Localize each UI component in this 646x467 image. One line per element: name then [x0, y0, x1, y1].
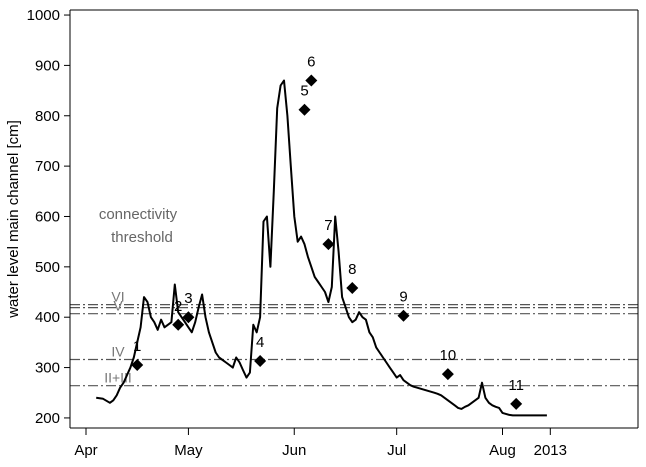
threshold-label-0: VI — [111, 289, 124, 305]
series-layer — [96, 79, 547, 417]
x-tick-label-May: May — [174, 442, 203, 459]
sample-point-7 — [322, 238, 335, 251]
sample-point-11 — [510, 397, 523, 410]
threshold-label-2: V — [113, 298, 123, 314]
sample-label-9: 9 — [399, 289, 407, 306]
y-tick-label-900: 900 — [35, 57, 60, 74]
axes-layer — [69, 9, 639, 429]
connectivity-threshold-label-line-1: connectivity — [99, 206, 178, 223]
sample-point-2 — [172, 318, 185, 331]
sample-label-1: 1 — [133, 338, 141, 355]
x-tick-layer: Apr May Jun Jul Aug 2013 — [74, 428, 567, 459]
y-tick-label-500: 500 — [35, 259, 60, 276]
y-tick-label-800: 800 — [35, 108, 60, 125]
y-tick-label-400: 400 — [35, 309, 60, 326]
sample-label-4: 4 — [256, 334, 264, 351]
y-tick-label-300: 300 — [35, 360, 60, 377]
sample-point-3 — [182, 311, 195, 324]
sample-point-1 — [131, 359, 144, 372]
sample-label-11: 11 — [508, 377, 524, 394]
sample-label-3: 3 — [184, 290, 192, 307]
water-level-series-line-0 — [96, 79, 547, 417]
sample-label-2: 2 — [174, 298, 182, 315]
y-tick-label-200: 200 — [35, 410, 60, 427]
sample-point-10 — [441, 368, 454, 381]
x-tick-label-Aug: Aug — [489, 442, 516, 459]
x-tick-label-2013: 2013 — [534, 442, 567, 459]
sample-label-6: 6 — [307, 54, 315, 71]
x-tick-label-Jun: Jun — [282, 442, 306, 459]
sample-label-7: 7 — [324, 217, 332, 234]
sample-label-10: 10 — [440, 347, 457, 364]
y-tick-label-700: 700 — [35, 158, 60, 175]
x-tick-label-Jul: Jul — [387, 442, 406, 459]
sample-point-4 — [254, 355, 267, 368]
y-tick-label-1000: 1000 — [27, 7, 60, 24]
sample-label-5: 5 — [300, 83, 308, 100]
y-tick-label-600: 600 — [35, 208, 60, 225]
threshold-label-3: IV — [111, 344, 125, 360]
x-tick-label-Apr: Apr — [74, 442, 97, 459]
sample-point-6 — [305, 74, 318, 87]
sample-point-8 — [346, 281, 359, 294]
sample-label-8: 8 — [348, 261, 356, 278]
y-tick-layer: 200 300 400 500 600 700 800 900 1000 — [27, 7, 70, 427]
sample-point-9 — [397, 309, 410, 322]
y-axis-title: water level main channel [cm] — [5, 120, 22, 319]
sample-point-5 — [298, 103, 311, 116]
connectivity-threshold-label-line-2: threshold — [111, 229, 173, 246]
